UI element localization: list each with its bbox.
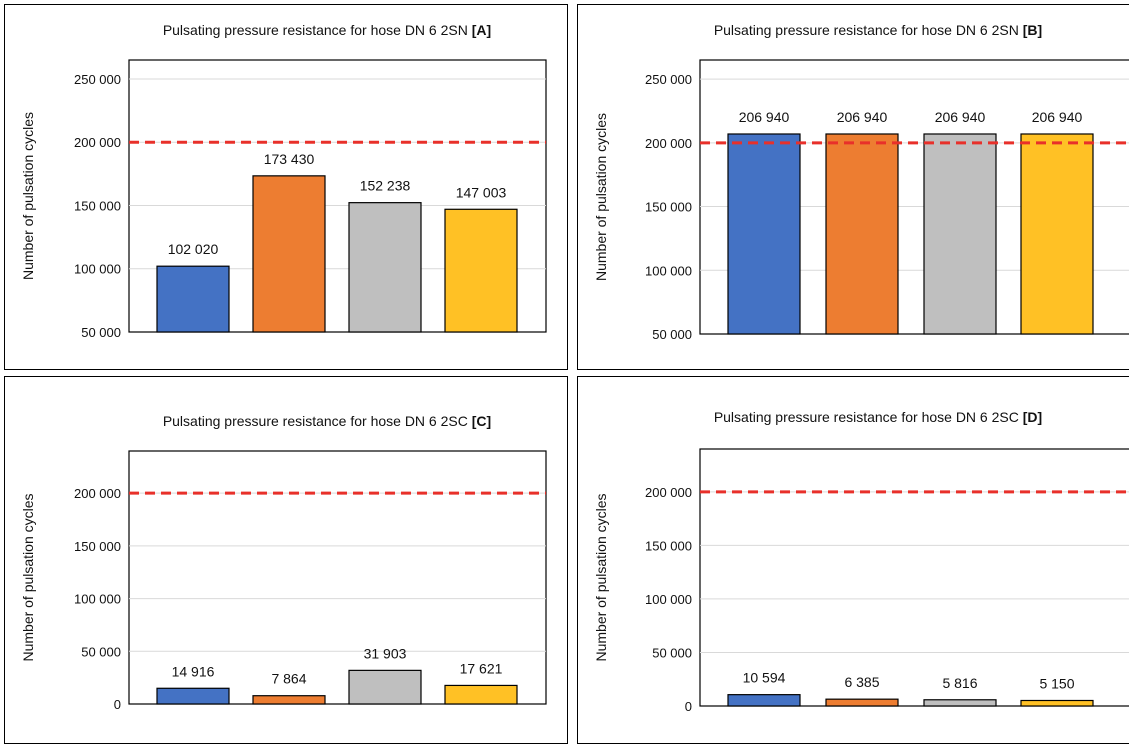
data-label: 206 940: [739, 109, 790, 125]
y-tick-label: 100 000: [74, 592, 121, 607]
data-label: 173 430: [264, 151, 315, 167]
bar-4: [444, 684, 518, 705]
data-label: 5 816: [942, 675, 977, 691]
bar-1: [156, 265, 230, 333]
y-tick-label: 200 000: [74, 135, 121, 150]
y-axis-title: Number of pulsation cycles: [593, 493, 609, 661]
chart-title: Pulsating pressure resistance for hose D…: [163, 22, 491, 38]
y-axis-title: Number of pulsation cycles: [20, 112, 36, 280]
chart-svg: 0 50 000 100 000 150 000 200 000 10 594 6 385 5…: [593, 409, 1129, 714]
bar-4: [1020, 699, 1094, 707]
bar-3: [923, 133, 997, 335]
bar-2: [825, 698, 899, 707]
bar-2: [252, 175, 326, 333]
data-label: 102 020: [168, 241, 219, 257]
bar-1: [156, 687, 230, 705]
data-label: 17 621: [460, 660, 503, 676]
bar-1: [727, 694, 801, 707]
data-label: 147 003: [456, 184, 507, 200]
bar-2: [825, 133, 899, 335]
bar-3: [923, 699, 997, 707]
chart-svg: 0 50 000 100 000 150 000 200 000 14 916 7 864 3…: [20, 413, 547, 712]
data-label: 14 916: [172, 663, 215, 679]
y-tick-label: 150 000: [645, 538, 692, 553]
y-tick-label: 50 000: [81, 644, 121, 659]
y-tick-label: 200 000: [645, 485, 692, 500]
data-label: 152 238: [360, 178, 411, 194]
y-tick-label: 50 000: [652, 645, 692, 660]
y-tick-label: 100 000: [645, 592, 692, 607]
y-axis-title: Number of pulsation cycles: [593, 113, 609, 281]
y-tick-label: 250 000: [645, 72, 692, 87]
chart-panel-c: 0 50 000 100 000 150 000 200 000 14 916 7 864 3…: [4, 376, 568, 744]
chart-svg: 50 000 100 000 150 000 200 000 250 000 102 02…: [20, 22, 547, 340]
y-tick-label: 200 000: [645, 136, 692, 151]
y-tick-label: 150 000: [645, 200, 692, 215]
plot-area-frame: [128, 59, 547, 333]
y-tick-label: 50 000: [652, 327, 692, 342]
chart-title: Pulsating pressure resistance for hose D…: [163, 413, 491, 429]
data-label: 206 940: [935, 109, 986, 125]
bar-1: [727, 133, 801, 335]
y-tick-label: 200 000: [74, 486, 121, 501]
y-tick-label: 150 000: [74, 539, 121, 554]
y-tick-label: 150 000: [74, 198, 121, 213]
bar-4: [1020, 133, 1094, 335]
plot-area-frame: [699, 448, 1129, 707]
y-tick-label: 250 000: [74, 72, 121, 87]
chart-svg: 50 000 100 000 150 000 200 000 250 000 206 94…: [593, 22, 1129, 342]
data-label: 206 940: [837, 109, 888, 125]
plot-area-frame: [128, 450, 547, 705]
y-tick-label: 100 000: [645, 263, 692, 278]
bar-2: [252, 695, 326, 705]
bar-3: [348, 669, 422, 705]
chart-panel-a: 50 000 100 000 150 000 200 000 250 000 102 02…: [4, 4, 568, 370]
y-tick-label: 0: [685, 699, 692, 714]
data-label: 6 385: [844, 674, 879, 690]
chart-title: Pulsating pressure resistance for hose D…: [714, 22, 1042, 38]
y-tick-label: 100 000: [74, 262, 121, 277]
chart-panel-b: 50 000 100 000 150 000 200 000 250 000 206 94…: [577, 4, 1129, 370]
data-label: 31 903: [364, 645, 407, 661]
y-tick-label: 50 000: [81, 325, 121, 340]
data-label: 7 864: [271, 671, 306, 687]
data-label: 206 940: [1032, 109, 1083, 125]
bar-3: [348, 202, 422, 333]
y-axis-title: Number of pulsation cycles: [20, 493, 36, 661]
plot-area-frame: [699, 59, 1129, 335]
data-label: 5 150: [1039, 675, 1074, 691]
chart-panel-d: 0 50 000 100 000 150 000 200 000 10 594 6 385 5…: [577, 376, 1129, 744]
y-tick-label: 0: [114, 697, 121, 712]
bar-4: [444, 208, 518, 333]
chart-title: Pulsating pressure resistance for hose D…: [714, 409, 1042, 425]
data-label: 10 594: [743, 670, 786, 686]
